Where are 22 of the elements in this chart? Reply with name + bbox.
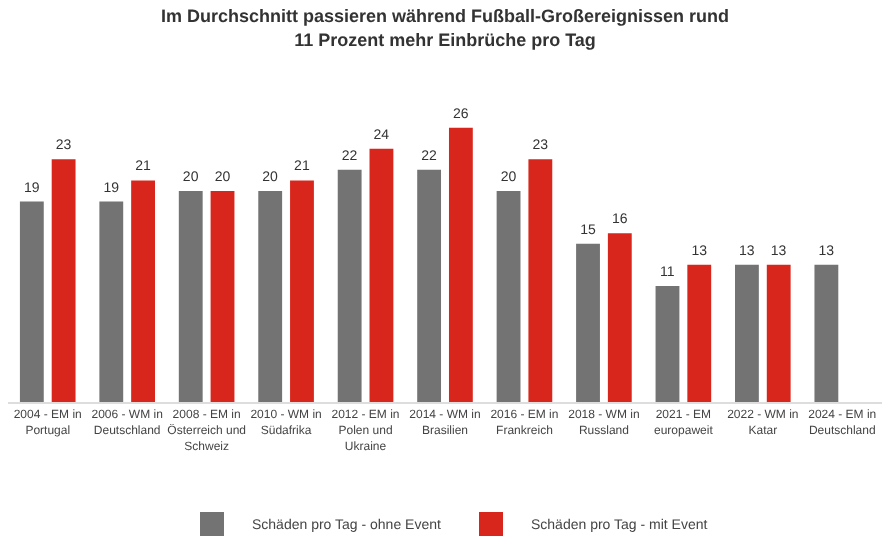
bar: [607, 233, 632, 402]
bar: [99, 201, 124, 402]
bar: [655, 285, 680, 402]
bar: [178, 190, 203, 402]
bar: [290, 180, 314, 402]
bar: [369, 148, 394, 402]
bar: [496, 190, 521, 402]
chart-title: Im Durchschnitt passieren während Fußball-Großereignissen rund 11 Prozent mehr Einbrüche pro Tag: [160, 6, 730, 50]
bar: [448, 127, 473, 402]
bar: [417, 169, 442, 402]
bar: [766, 264, 791, 402]
bar: [576, 243, 600, 402]
bar: [51, 159, 76, 402]
bar: [528, 159, 553, 402]
bar: [258, 190, 283, 402]
bar: [814, 264, 839, 402]
bar: [131, 180, 155, 402]
bar: [19, 201, 44, 402]
bar: [687, 264, 712, 402]
bar: [735, 264, 759, 402]
bar: [210, 190, 235, 402]
bar: [337, 169, 362, 402]
